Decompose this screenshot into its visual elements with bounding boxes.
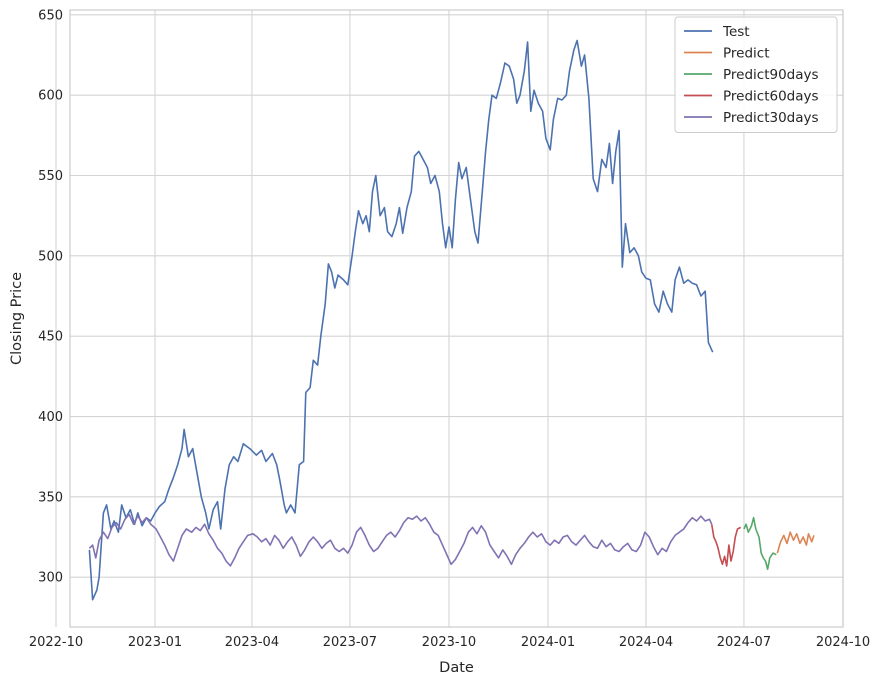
series-line-predict90days <box>743 516 777 570</box>
plot-frame <box>69 9 844 628</box>
legend-entry-label: Predict30days <box>723 110 819 126</box>
x-tick-label: 2024-07 <box>717 635 771 650</box>
y-axis-label: Closing Price <box>9 272 25 365</box>
x-tick-label: 2023-04 <box>225 635 279 650</box>
legend-entry-label: Predict <box>723 45 770 61</box>
y-tick-label: 550 <box>38 169 63 184</box>
legend: Test Predict Predict90days Predict60days Pre… <box>674 16 838 133</box>
series-layer <box>88 39 815 601</box>
legend-entry-label: Predict60days <box>723 88 819 104</box>
y-tick-label: 400 <box>38 410 63 425</box>
x-tick-label: 2023-10 <box>422 635 476 650</box>
x-tick-label: 2023-01 <box>128 635 182 650</box>
y-tick-label: 600 <box>38 89 63 104</box>
series-line-predict60days <box>710 524 742 567</box>
legend-entry-label: Test <box>722 24 750 40</box>
x-tick-label: 2024-04 <box>619 635 673 650</box>
tick-layer: 2022-10 2023-01 2023-04 2023-07 2023-10 2024-… <box>29 8 870 650</box>
x-tick-label: 2023-07 <box>323 635 377 650</box>
x-axis-label: Date <box>439 660 474 676</box>
y-tick-label: 650 <box>38 8 63 23</box>
x-tick-label: 2022-10 <box>29 635 83 650</box>
y-tick-label: 300 <box>38 571 63 586</box>
series-line-predict30days <box>88 513 713 567</box>
series-line-test <box>88 39 714 601</box>
x-tick-label: 2024-10 <box>816 635 870 650</box>
y-tick-label: 500 <box>38 249 63 264</box>
legend-box <box>674 16 838 133</box>
legend-entry-label: Predict90days <box>723 67 819 83</box>
series-line-predict <box>776 531 815 554</box>
x-tick-label: 2024-01 <box>521 635 575 650</box>
y-tick-label: 450 <box>38 330 63 345</box>
y-tick-label: 350 <box>38 490 63 505</box>
